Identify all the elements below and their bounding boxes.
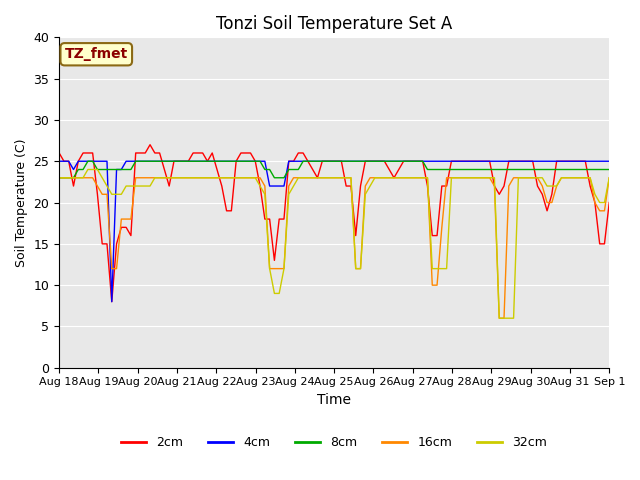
2cm (400, 158, 408, 164)
4cm (519, 158, 527, 164)
16cm (605, 175, 613, 180)
Legend: 2cm, 4cm, 8cm, 16cm, 32cm: 2cm, 4cm, 8cm, 16cm, 32cm (116, 431, 552, 454)
2cm (55, 150, 63, 156)
32cm (495, 315, 503, 321)
8cm (428, 167, 436, 172)
4cm (428, 158, 436, 164)
2cm (524, 158, 532, 164)
16cm (505, 183, 513, 189)
2cm (572, 158, 580, 164)
16cm (519, 175, 527, 180)
2cm (509, 158, 517, 164)
4cm (395, 158, 403, 164)
Text: TZ_fmet: TZ_fmet (65, 47, 128, 61)
8cm (246, 158, 254, 164)
8cm (519, 167, 527, 172)
8cm (395, 158, 403, 164)
4cm (108, 299, 116, 304)
2cm (146, 142, 154, 148)
Line: 8cm: 8cm (59, 161, 609, 178)
Y-axis label: Soil Temperature (C): Soil Temperature (C) (15, 138, 28, 267)
16cm (567, 175, 575, 180)
8cm (55, 175, 63, 180)
8cm (84, 158, 92, 164)
2cm (433, 233, 441, 239)
2cm (108, 299, 116, 304)
32cm (509, 315, 517, 321)
32cm (246, 175, 254, 180)
16cm (424, 175, 431, 180)
16cm (242, 175, 250, 180)
32cm (428, 266, 436, 272)
4cm (567, 158, 575, 164)
Line: 2cm: 2cm (59, 145, 609, 301)
4cm (55, 158, 63, 164)
32cm (524, 175, 532, 180)
Line: 32cm: 32cm (59, 169, 609, 318)
4cm (246, 158, 254, 164)
32cm (605, 175, 613, 180)
X-axis label: Time: Time (317, 393, 351, 407)
16cm (495, 315, 503, 321)
32cm (572, 175, 580, 180)
4cm (605, 158, 613, 164)
4cm (505, 158, 513, 164)
8cm (605, 167, 613, 172)
8cm (567, 167, 575, 172)
8cm (505, 167, 513, 172)
32cm (84, 167, 92, 172)
16cm (390, 175, 398, 180)
32cm (395, 175, 403, 180)
Line: 4cm: 4cm (59, 161, 609, 301)
2cm (605, 200, 613, 205)
16cm (55, 175, 63, 180)
32cm (55, 175, 63, 180)
2cm (252, 158, 259, 164)
Line: 16cm: 16cm (59, 178, 609, 318)
Title: Tonzi Soil Temperature Set A: Tonzi Soil Temperature Set A (216, 15, 452, 33)
